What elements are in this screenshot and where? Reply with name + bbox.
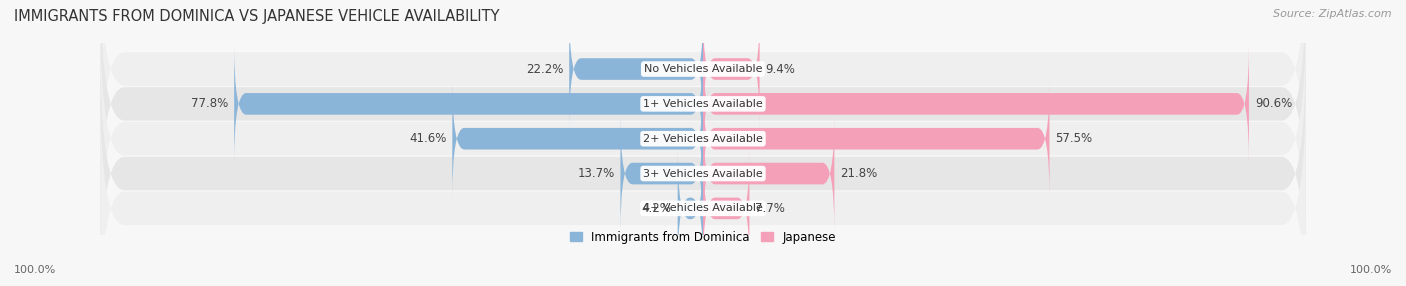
FancyBboxPatch shape	[100, 0, 1306, 227]
Text: 22.2%: 22.2%	[526, 63, 564, 76]
FancyBboxPatch shape	[703, 45, 1249, 163]
Text: 2+ Vehicles Available: 2+ Vehicles Available	[643, 134, 763, 144]
Text: 7.7%: 7.7%	[755, 202, 786, 215]
Text: 3+ Vehicles Available: 3+ Vehicles Available	[643, 168, 763, 178]
FancyBboxPatch shape	[703, 80, 1049, 198]
Text: 1+ Vehicles Available: 1+ Vehicles Available	[643, 99, 763, 109]
FancyBboxPatch shape	[703, 10, 759, 128]
FancyBboxPatch shape	[453, 80, 703, 198]
Text: IMMIGRANTS FROM DOMINICA VS JAPANESE VEHICLE AVAILABILITY: IMMIGRANTS FROM DOMINICA VS JAPANESE VEH…	[14, 9, 499, 23]
FancyBboxPatch shape	[235, 45, 703, 163]
Text: 9.4%: 9.4%	[766, 63, 796, 76]
Text: 100.0%: 100.0%	[14, 265, 56, 275]
FancyBboxPatch shape	[100, 16, 1306, 261]
FancyBboxPatch shape	[678, 150, 703, 267]
Text: 13.7%: 13.7%	[578, 167, 614, 180]
FancyBboxPatch shape	[620, 115, 703, 233]
Legend: Immigrants from Dominica, Japanese: Immigrants from Dominica, Japanese	[569, 231, 837, 244]
Text: 21.8%: 21.8%	[841, 167, 877, 180]
FancyBboxPatch shape	[100, 0, 1306, 192]
Text: 90.6%: 90.6%	[1256, 97, 1292, 110]
FancyBboxPatch shape	[100, 86, 1306, 286]
Text: No Vehicles Available: No Vehicles Available	[644, 64, 762, 74]
Text: 57.5%: 57.5%	[1056, 132, 1092, 145]
Text: Source: ZipAtlas.com: Source: ZipAtlas.com	[1274, 9, 1392, 19]
FancyBboxPatch shape	[703, 115, 834, 233]
FancyBboxPatch shape	[100, 51, 1306, 286]
Text: 77.8%: 77.8%	[191, 97, 228, 110]
Text: 4+ Vehicles Available: 4+ Vehicles Available	[643, 203, 763, 213]
FancyBboxPatch shape	[703, 150, 749, 267]
Text: 4.2%: 4.2%	[641, 202, 672, 215]
Text: 41.6%: 41.6%	[409, 132, 446, 145]
Text: 100.0%: 100.0%	[1350, 265, 1392, 275]
FancyBboxPatch shape	[569, 10, 703, 128]
